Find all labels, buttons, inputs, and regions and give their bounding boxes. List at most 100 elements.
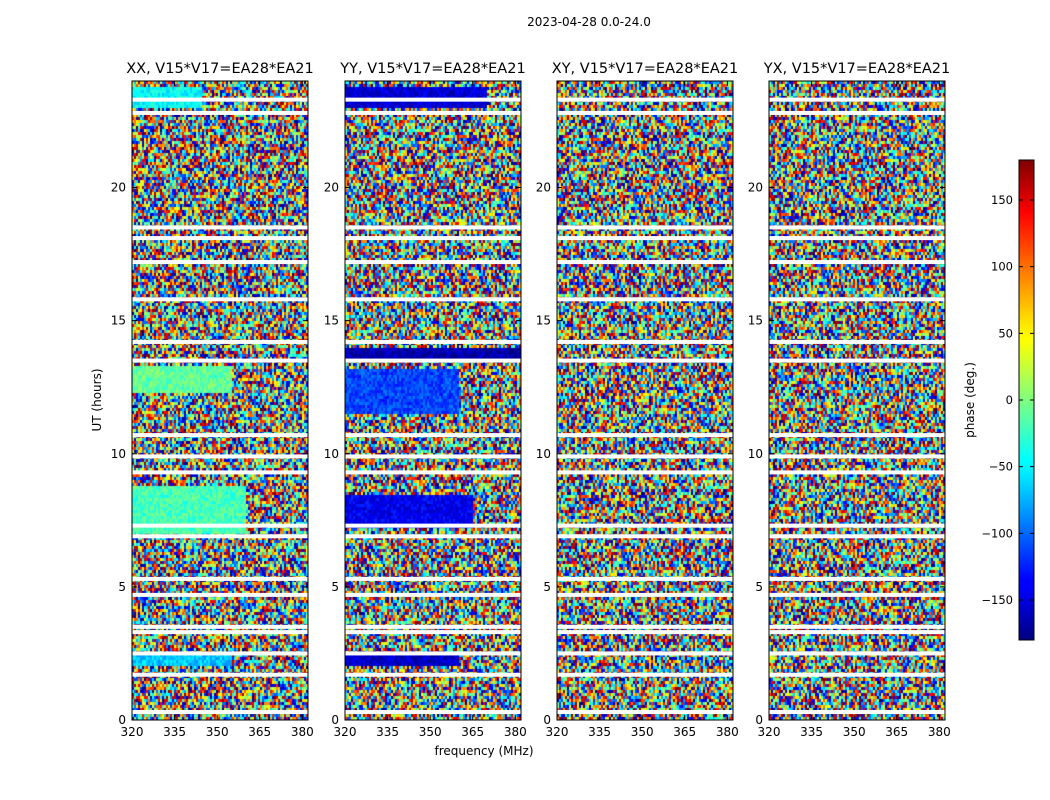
flagged-row xyxy=(345,710,521,715)
panel-frame xyxy=(131,80,309,721)
flagged-row xyxy=(132,630,308,635)
flagged-row xyxy=(769,339,945,344)
x-tick-label: 335 xyxy=(588,725,611,739)
panel-title: YX, V15*V17=EA28*EA21 xyxy=(763,61,950,77)
flagged-row xyxy=(557,523,733,528)
x-tick-label: 335 xyxy=(800,725,823,739)
flagged-row xyxy=(132,672,308,677)
flagged-row xyxy=(345,339,521,344)
x-tick-label: 320 xyxy=(758,725,781,739)
x-tick-label: 365 xyxy=(461,725,484,739)
colorbar-tick-label: −100 xyxy=(981,526,1013,540)
flagged-row xyxy=(345,576,521,581)
y-tick-label: 20 xyxy=(748,181,763,195)
flagged-row xyxy=(345,297,521,302)
y-tick-label: 0 xyxy=(543,713,551,727)
flagged-row xyxy=(345,358,521,363)
flagged-row xyxy=(345,225,521,230)
flagged-row xyxy=(132,592,308,597)
flagged-row xyxy=(345,110,521,115)
flagged-row xyxy=(345,630,521,635)
panel-frame xyxy=(344,80,522,721)
panel-title: XY, V15*V17=EA28*EA21 xyxy=(552,61,738,77)
flagged-row xyxy=(132,297,308,302)
flagged-row xyxy=(132,97,308,102)
flagged-row xyxy=(557,710,733,715)
panel-2: YY, V15*V17=EA28*EA21 320 335 350 365 380 0 5 10… xyxy=(324,61,527,739)
flagged-row xyxy=(769,433,945,438)
flagged-row xyxy=(557,651,733,656)
panel-frame xyxy=(556,80,734,721)
flagged-row xyxy=(769,672,945,677)
y-tick-label: 15 xyxy=(111,314,126,328)
flagged-row xyxy=(769,225,945,230)
panel-4: YX, V15*V17=EA28*EA21 320 335 350 365 380 0 5 10… xyxy=(748,61,951,739)
phase-heatmap xyxy=(132,81,308,720)
x-axis-label: frequency (MHz) xyxy=(434,744,533,758)
flagged-row xyxy=(557,433,733,438)
flagged-row xyxy=(132,358,308,363)
y-tick-label: 0 xyxy=(755,713,763,727)
flagged-row xyxy=(769,630,945,635)
flagged-row xyxy=(557,534,733,539)
x-tick-label: 380 xyxy=(291,725,314,739)
flagged-row xyxy=(769,592,945,597)
flagged-row xyxy=(769,358,945,363)
flagged-row xyxy=(345,523,521,528)
y-tick-label: 5 xyxy=(543,580,551,594)
flagged-row xyxy=(132,651,308,656)
flagged-row xyxy=(132,225,308,230)
flagged-row xyxy=(132,110,308,115)
flagged-row xyxy=(345,236,521,241)
flagged-row xyxy=(769,260,945,265)
flagged-row xyxy=(769,710,945,715)
flagged-row xyxy=(132,534,308,539)
flagged-row xyxy=(557,260,733,265)
figure-suptitle: 2023-04-28 0.0-24.0 xyxy=(527,15,651,29)
flagged-row xyxy=(132,433,308,438)
flagged-row xyxy=(345,534,521,539)
flagged-row xyxy=(557,592,733,597)
y-tick-label: 5 xyxy=(755,580,763,594)
y-tick-label: 15 xyxy=(324,314,339,328)
flagged-row xyxy=(769,454,945,459)
y-tick-label: 20 xyxy=(536,181,551,195)
flagged-row xyxy=(769,236,945,241)
flagged-row xyxy=(557,110,733,115)
x-tick-label: 335 xyxy=(376,725,399,739)
y-tick-label: 5 xyxy=(331,580,339,594)
y-tick-label: 10 xyxy=(324,447,339,461)
flagged-row xyxy=(345,433,521,438)
y-tick-label: 20 xyxy=(324,181,339,195)
x-tick-label: 365 xyxy=(248,725,271,739)
flagged-row xyxy=(557,358,733,363)
flagged-row xyxy=(557,236,733,241)
flagged-row xyxy=(345,260,521,265)
flagged-row xyxy=(557,297,733,302)
flagged-row xyxy=(132,523,308,528)
flagged-row xyxy=(769,297,945,302)
phase-heatmap xyxy=(345,81,521,720)
flagged-row xyxy=(345,624,521,629)
colorbar-tick-label: 0 xyxy=(1006,393,1013,407)
y-tick-label: 10 xyxy=(111,447,126,461)
flagged-row xyxy=(557,630,733,635)
x-tick-label: 320 xyxy=(334,725,357,739)
y-tick-label: 10 xyxy=(748,447,763,461)
y-tick-label: 5 xyxy=(118,580,126,594)
panel-3: XY, V15*V17=EA28*EA21 320 335 350 365 380 0 5 10… xyxy=(536,61,739,739)
y-tick-label: 0 xyxy=(331,713,339,727)
x-tick-label: 335 xyxy=(163,725,186,739)
y-axis-label: UT (hours) xyxy=(90,368,104,431)
flagged-row xyxy=(557,576,733,581)
flagged-row xyxy=(345,592,521,597)
flagged-row xyxy=(769,534,945,539)
flagged-row xyxy=(132,710,308,715)
flagged-row xyxy=(557,225,733,230)
flagged-row xyxy=(769,624,945,629)
y-tick-label: 10 xyxy=(536,447,551,461)
x-tick-label: 350 xyxy=(206,725,229,739)
x-tick-label: 350 xyxy=(419,725,442,739)
phase-heatmap xyxy=(769,81,945,720)
